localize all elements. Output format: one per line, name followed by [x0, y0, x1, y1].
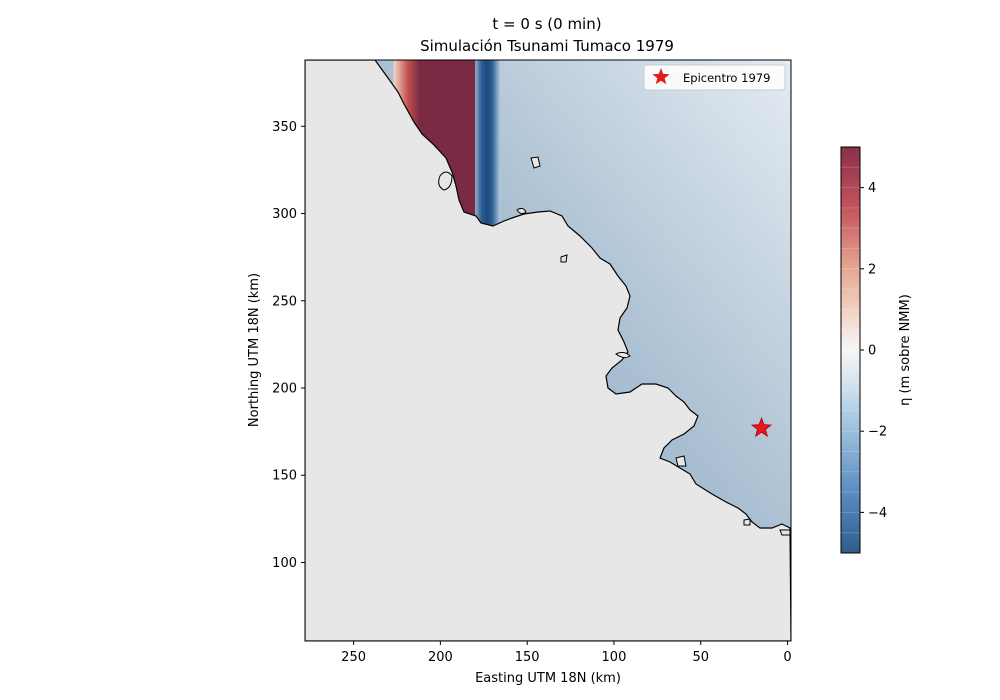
island [675, 455, 687, 467]
island [438, 171, 453, 191]
x-tick-label: 150 [515, 650, 540, 665]
y-tick-label: 250 [272, 294, 297, 309]
colorbar-tick-label: −2 [868, 425, 887, 440]
colorbar-levels [841, 166, 860, 534]
y-axis-label: Northing UTM 18N (km) [247, 273, 262, 427]
plot-area [305, 60, 791, 641]
axes-frame [304, 59, 792, 642]
coastline [305, 60, 791, 641]
x-axis-label: Easting UTM 18N (km) [475, 671, 621, 686]
colorbar-tick-label: 0 [868, 344, 876, 359]
x-tick-label: 0 [783, 650, 791, 665]
island [615, 351, 631, 359]
y-tick-label: 350 [272, 120, 297, 135]
x-tick-label: 250 [341, 650, 366, 665]
legend-star-icon [652, 68, 670, 85]
colorbar-label: η (m sobre NMM) [898, 294, 913, 406]
x-tick-label: 200 [428, 650, 453, 665]
y-tick-label: 150 [272, 469, 297, 484]
colorbar-ticks: −4 −2 0 2 4 [860, 181, 887, 521]
colorbar-tick-label: 4 [868, 181, 876, 196]
y-axis-ticks: 100 150 200 250 300 350 [272, 120, 305, 571]
chart-title: t = 0 s (0 min) [492, 15, 601, 33]
x-axis-ticks: 250 200 150 100 50 0 [341, 641, 792, 665]
y-tick-label: 300 [272, 207, 297, 222]
legend-entry-epicentro: Epicentro 1979 [683, 71, 770, 85]
chart-subtitle: Simulación Tsunami Tumaco 1979 [420, 37, 674, 55]
legend: Epicentro 1979 [643, 64, 786, 91]
colorbar-tick-label: −4 [868, 506, 887, 521]
colorbar: −4 −2 0 2 4 η (m sobre NMM) [840, 146, 913, 554]
x-tick-label: 100 [602, 650, 627, 665]
island [530, 156, 541, 169]
island [516, 207, 527, 215]
epicenter-marker [750, 416, 773, 438]
island [743, 518, 751, 526]
x-tick-label: 50 [692, 650, 709, 665]
colorbar-tick-label: 2 [868, 262, 876, 277]
island [560, 254, 568, 263]
y-tick-label: 100 [272, 556, 297, 571]
y-tick-label: 200 [272, 382, 297, 397]
island [779, 529, 791, 536]
legend-box [643, 64, 786, 91]
